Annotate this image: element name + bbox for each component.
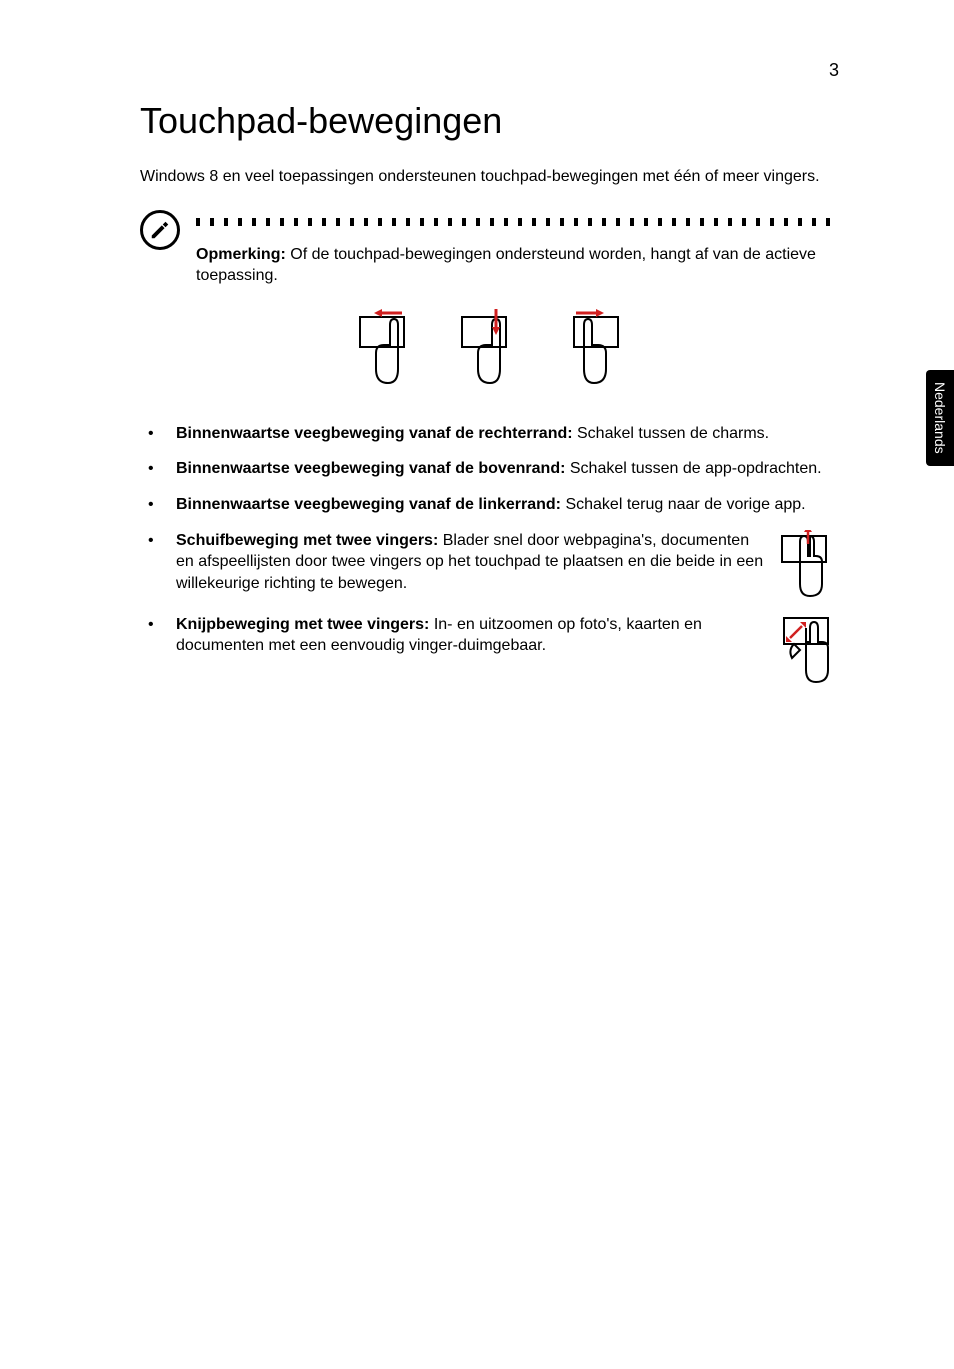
bullet-marker: • [140,614,176,636]
note-block: Opmerking: Of de touchpad-bewegingen ond… [140,210,840,287]
list-item: • Binnenwaartse veegbeweging vanaf de re… [140,423,840,445]
two-finger-pinch-icon [772,614,840,684]
bullet-bold: Binnenwaartse veegbeweging vanaf de rech… [176,425,573,442]
bullet-text: Schuifbeweging met twee vingers: Blader … [176,530,772,595]
bullet-rest: Schakel terug naar de vorige app. [561,496,806,513]
list-item: • Knijpbeweging met twee vingers: In- en… [140,614,840,684]
two-finger-scroll-icon [772,530,840,600]
bullet-marker: • [140,494,176,516]
bullet-text: Binnenwaartse veegbeweging vanaf de rech… [176,423,840,445]
bullet-rest: Schakel tussen de app-opdrachten. [565,460,821,477]
swipe-left-edge-icon [558,309,622,387]
bullet-text: Knijpbeweging met twee vingers: In- en u… [176,614,772,657]
bullet-marker: • [140,458,176,480]
note-body-text: Of de touchpad-bewegingen ondersteund wo… [196,246,816,285]
page-number: 3 [829,60,839,81]
note-body: Opmerking: Of de touchpad-bewegingen ond… [196,210,840,287]
bullet-bold: Binnenwaartse veegbeweging vanaf de bove… [176,460,565,477]
note-icon-wrap [140,210,196,250]
bullet-rest: Schakel tussen de charms. [573,425,770,442]
list-item: • Schuifbeweging met twee vingers: Blade… [140,530,840,600]
list-item: • Binnenwaartse veegbeweging vanaf de li… [140,494,840,516]
bullet-marker: • [140,530,176,552]
bullet-bold: Schuifbeweging met twee vingers: [176,532,438,549]
gesture-bullet-list: • Binnenwaartse veegbeweging vanaf de re… [140,423,840,684]
page-title: Touchpad-bewegingen [140,100,840,142]
page-content: Touchpad-bewegingen Windows 8 en veel to… [140,100,840,698]
language-side-tab: Nederlands [926,370,954,466]
bullet-bold: Binnenwaartse veegbeweging vanaf de link… [176,496,561,513]
pencil-icon [140,210,180,250]
swipe-top-edge-icon [458,309,522,387]
swipe-right-edge-icon [358,309,422,387]
note-text: Opmerking: Of de touchpad-bewegingen ond… [196,244,840,287]
bullet-text: Binnenwaartse veegbeweging vanaf de bove… [176,458,840,480]
list-item: • Binnenwaartse veegbeweging vanaf de bo… [140,458,840,480]
note-label: Opmerking: [196,246,286,263]
dashed-divider [196,218,840,226]
bullet-marker: • [140,423,176,445]
bullet-bold: Knijpbeweging met twee vingers: [176,616,429,633]
intro-paragraph: Windows 8 en veel toepassingen ondersteu… [140,166,840,188]
bullet-text: Binnenwaartse veegbeweging vanaf de link… [176,494,840,516]
gesture-icon-row [140,309,840,387]
